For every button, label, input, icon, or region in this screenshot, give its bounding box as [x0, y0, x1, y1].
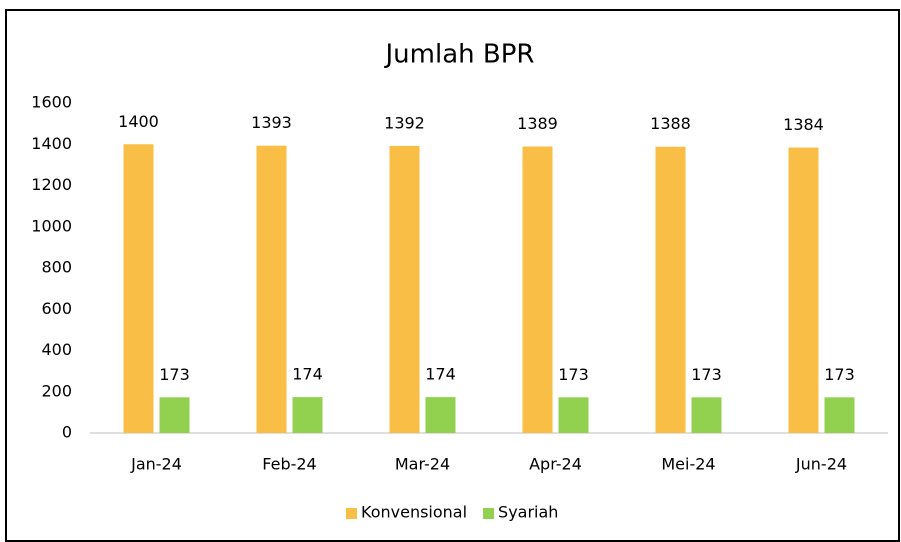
data-label: 173: [691, 365, 722, 384]
data-label: 1393: [251, 113, 292, 132]
y-tick-label: 1000: [31, 216, 72, 235]
data-label: 173: [159, 365, 190, 384]
x-tick-label: Apr-24: [529, 455, 582, 474]
data-label: 1384: [783, 115, 824, 134]
chart-border: [5, 9, 900, 542]
x-tick-label: Mar-24: [395, 455, 450, 474]
y-tick-label: 200: [41, 381, 72, 400]
bar: [123, 144, 154, 433]
chart-title: Jumlah BPR: [384, 40, 535, 70]
legend-swatch: [483, 508, 495, 519]
legend-label: Konvensional: [361, 503, 467, 522]
x-tick-label: Feb-24: [262, 455, 316, 474]
y-tick-label: 0: [62, 423, 72, 442]
data-label: 174: [292, 365, 323, 384]
y-tick-label: 1600: [31, 93, 72, 112]
bar: [655, 146, 686, 433]
bar: [522, 146, 553, 434]
bar: [256, 145, 287, 433]
bar: [788, 147, 819, 434]
bar: [389, 145, 420, 433]
bar: [558, 397, 589, 433]
bar: [824, 397, 855, 433]
y-tick-label: 600: [41, 299, 72, 318]
data-label: 1400: [118, 112, 159, 131]
bar: [691, 397, 722, 433]
bar: [425, 397, 456, 433]
y-tick-label: 1400: [31, 134, 72, 153]
legend-label: Syariah: [498, 503, 558, 522]
y-tick-label: 1200: [31, 175, 72, 194]
data-label: 173: [558, 365, 589, 384]
bar: [159, 397, 190, 433]
legend-swatch: [346, 508, 357, 519]
x-tick-label: Mei-24: [661, 455, 715, 474]
bar: [292, 397, 323, 433]
data-label: 1392: [384, 113, 425, 132]
x-tick-label: Jun-24: [795, 455, 847, 474]
data-label: 1389: [517, 114, 558, 133]
data-label: 174: [425, 365, 456, 384]
y-tick-label: 400: [41, 340, 72, 359]
data-label: 173: [824, 365, 855, 384]
data-label: 1388: [650, 114, 691, 133]
y-tick-label: 800: [41, 258, 72, 277]
x-tick-label: Jan-24: [130, 455, 182, 474]
